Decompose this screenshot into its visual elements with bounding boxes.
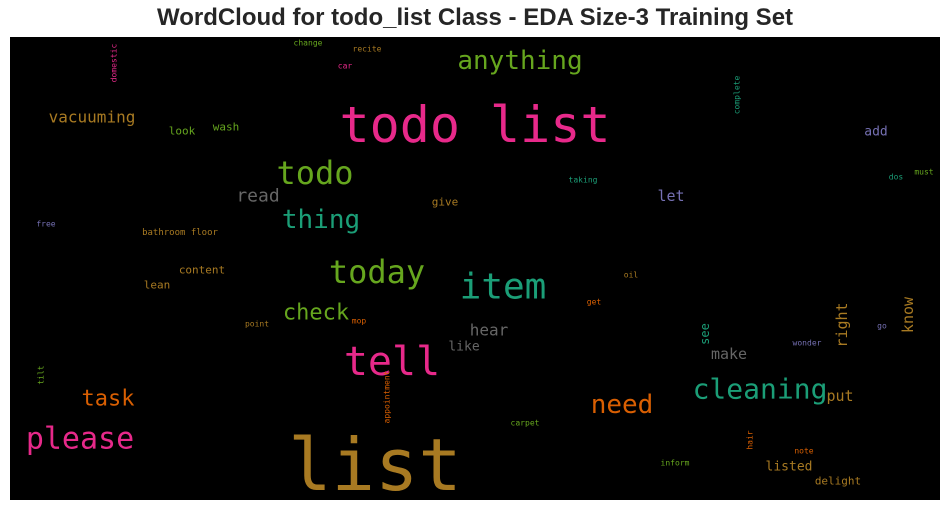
word-like: like (448, 340, 479, 355)
word-need: need (591, 390, 654, 420)
word-thing: thing (282, 205, 360, 235)
word-note: note (794, 447, 813, 456)
word-car: car (338, 62, 353, 71)
wordcloud-canvas: list todo list tell item today todo please clea… (10, 37, 940, 500)
word-give: give (432, 196, 459, 209)
word-listed: listed (766, 460, 813, 475)
word-hear: hear (470, 321, 509, 340)
word-bathroom-floor: bathroom floor (142, 228, 218, 238)
word-must: must (914, 168, 933, 177)
word-domestic: domestic (110, 44, 119, 83)
word-list: list (288, 423, 461, 500)
word-see: see (698, 323, 712, 345)
word-cleaning: cleaning (693, 373, 828, 406)
word-let: let (657, 187, 684, 205)
word-read: read (236, 186, 279, 207)
word-today: today (329, 253, 425, 291)
word-tilt: tilt (37, 365, 46, 384)
word-wonder: wonder (793, 339, 822, 348)
word-put: put (826, 387, 853, 405)
word-get: get (587, 298, 602, 307)
word-todo-list: todo list (340, 96, 611, 154)
word-add: add (864, 125, 887, 140)
word-point: point (245, 320, 269, 329)
word-check: check (283, 301, 349, 326)
word-task: task (82, 387, 135, 412)
word-vacuuming: vacuuming (49, 108, 136, 127)
word-item: item (460, 267, 547, 308)
word-oil: oil (624, 271, 639, 280)
word-delight: delight (815, 475, 861, 488)
word-please: please (26, 422, 134, 457)
word-appointment: appointment (383, 370, 392, 423)
word-inform: inform (661, 459, 690, 468)
word-taking: taking (569, 176, 598, 185)
word-content: content (179, 264, 225, 277)
word-dos: dos (889, 173, 904, 182)
word-look: look (169, 125, 196, 138)
word-todo: todo (276, 154, 353, 192)
word-tell: tell (344, 339, 440, 385)
word-free: free (36, 220, 55, 229)
word-anything: anything (457, 46, 582, 76)
word-wash: wash (213, 121, 240, 134)
word-make: make (711, 345, 747, 363)
word-complete: complete (733, 76, 742, 115)
word-recite: recite (353, 45, 382, 54)
word-lean: lean (144, 279, 171, 292)
word-change: change (294, 39, 323, 48)
word-hair: hair (746, 430, 755, 449)
word-go: go (877, 322, 887, 331)
word-know: know (899, 296, 917, 333)
chart-title: WordCloud for todo_list Class - EDA Size… (156, 4, 794, 31)
word-mop: mop (352, 317, 367, 326)
wordcloud-svg: list todo list tell item today todo please clea… (26, 39, 934, 501)
word-right: right (833, 302, 851, 347)
word-carpet: carpet (511, 419, 540, 428)
